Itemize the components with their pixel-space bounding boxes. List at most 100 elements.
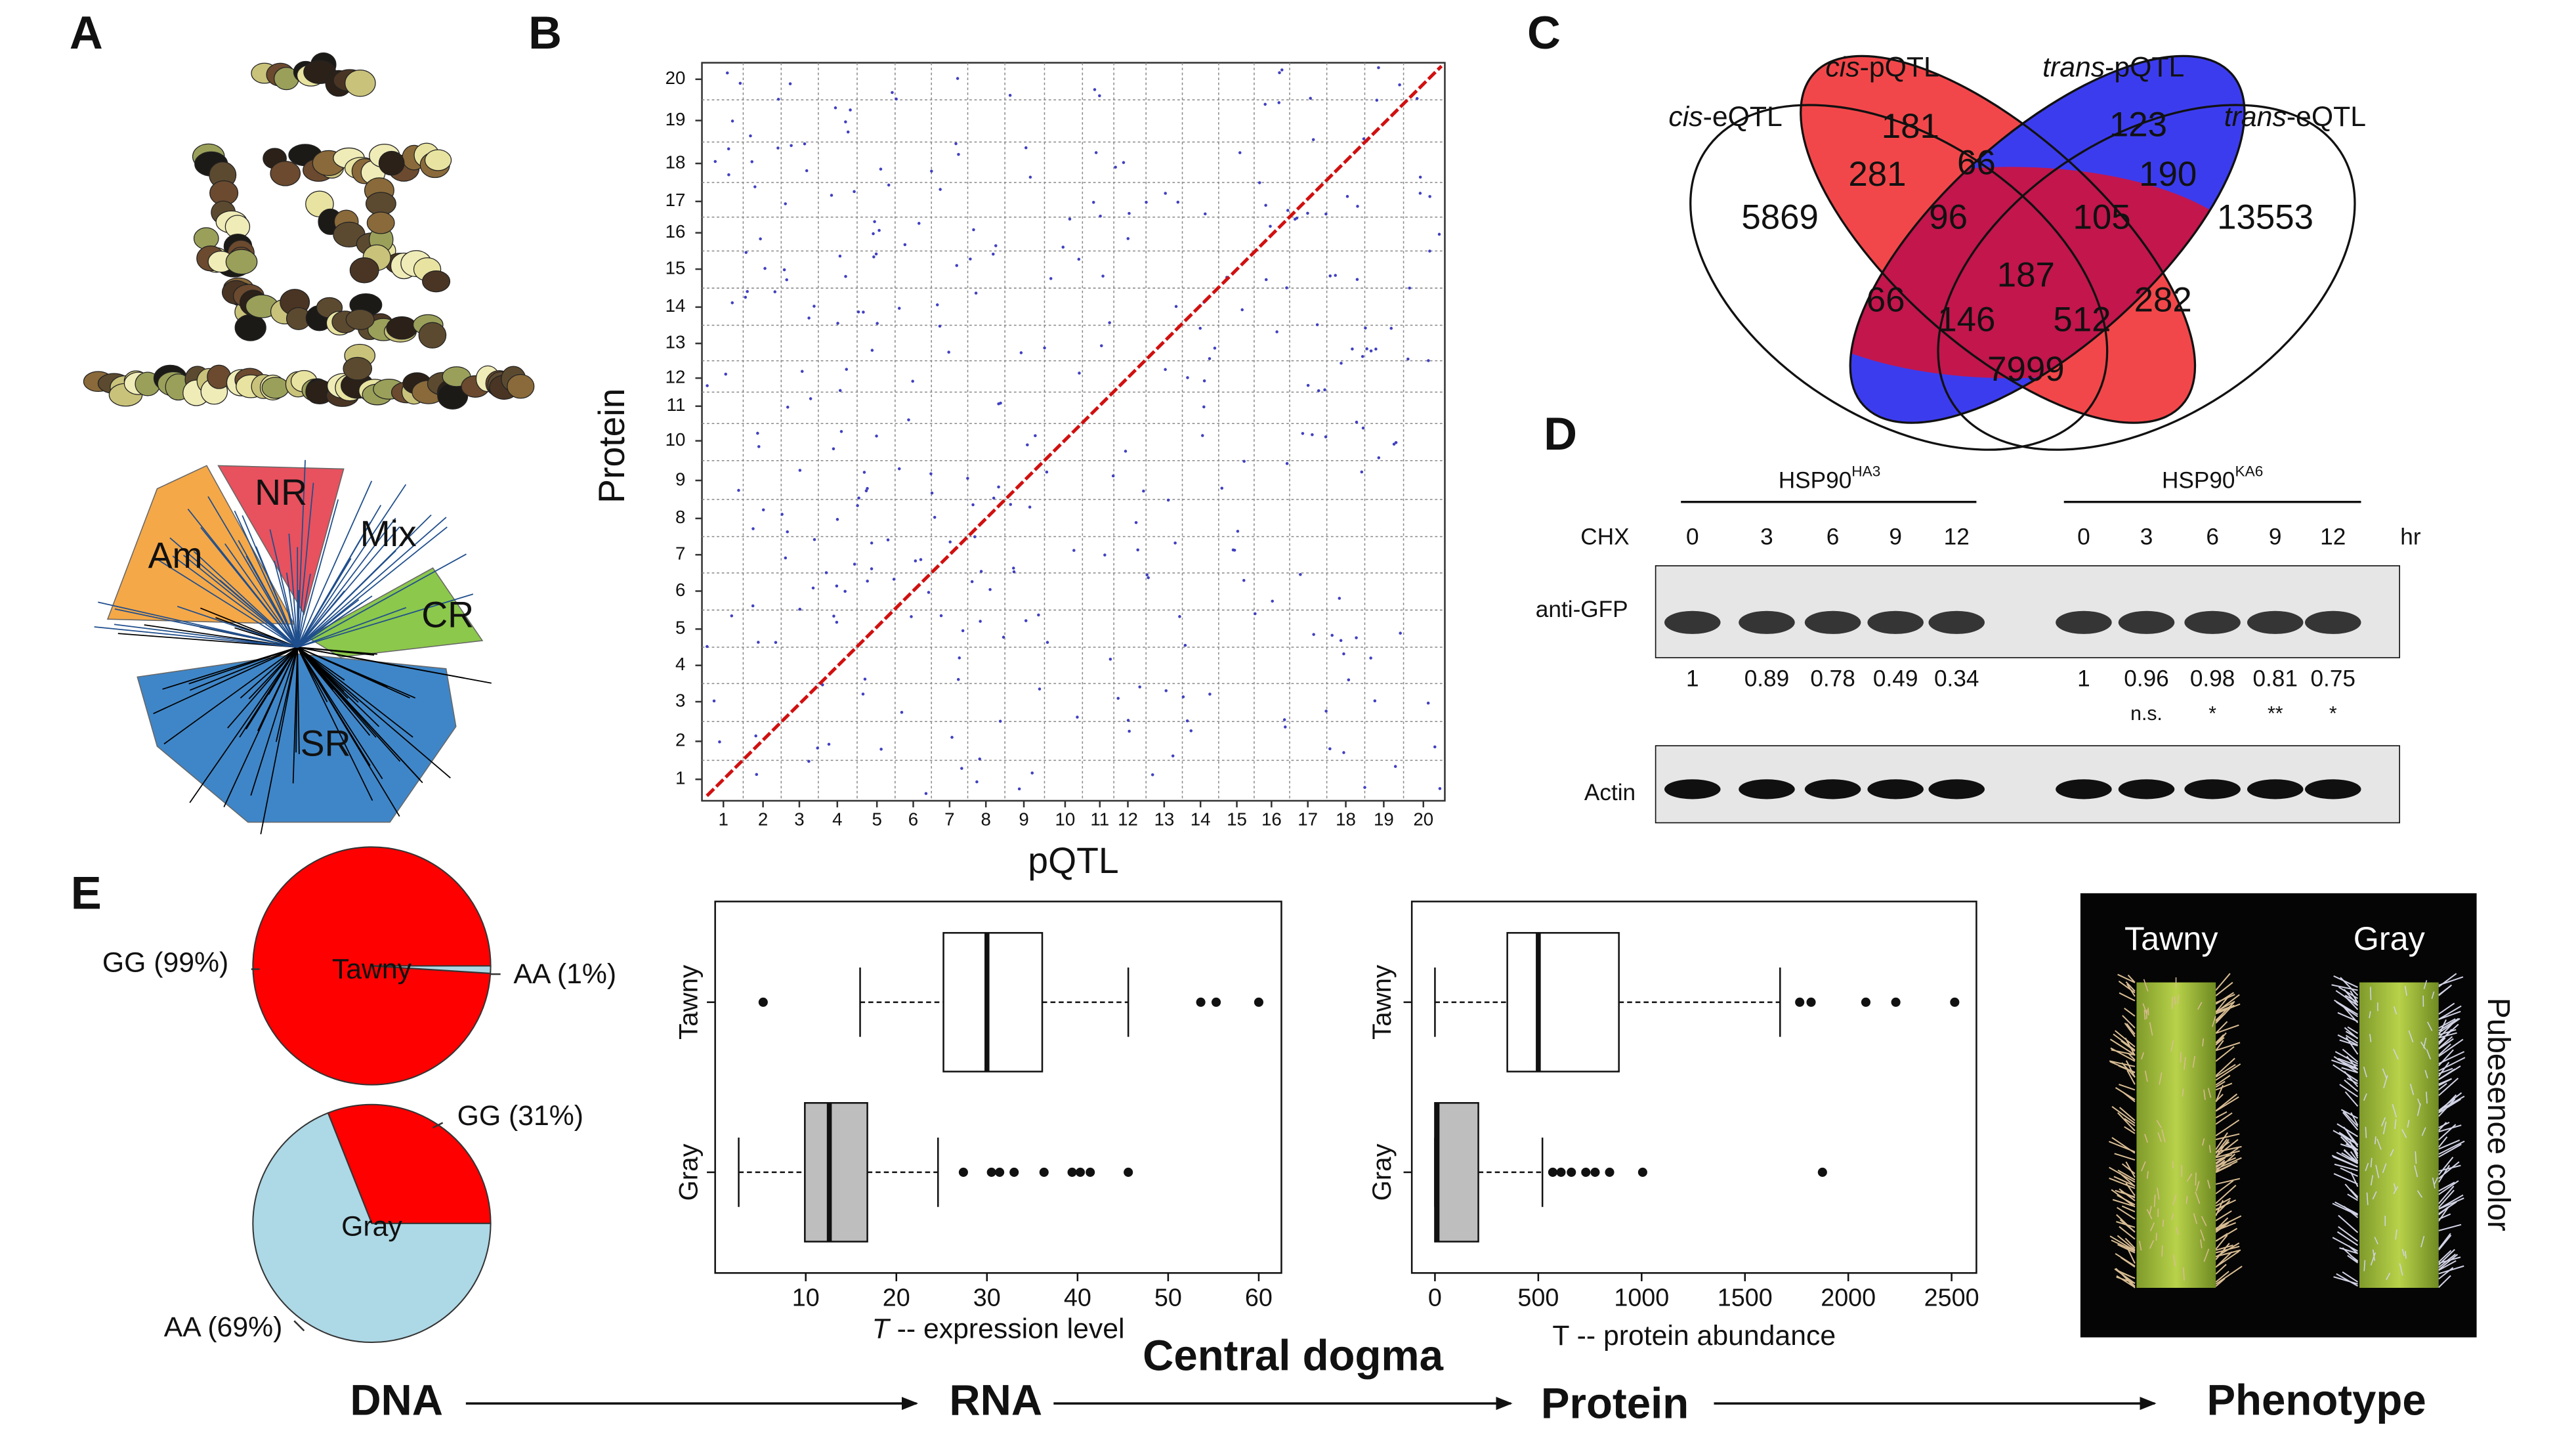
bean <box>422 270 451 293</box>
qtl-dot <box>1269 224 1272 228</box>
qtl-dot <box>975 780 979 784</box>
qtl-dot <box>911 379 914 383</box>
qtl-dot <box>1257 181 1261 184</box>
hair <box>2215 1006 2232 1024</box>
hair <box>2438 1194 2464 1210</box>
qtl-dot <box>1186 376 1189 379</box>
x-tick-label: 10 <box>1055 809 1076 829</box>
venn-count: 146 <box>1937 300 1995 339</box>
tree-branch <box>200 607 298 648</box>
qtl-dot <box>1126 237 1130 240</box>
venn-outline <box>1689 104 2109 451</box>
qtl-dot <box>1389 326 1393 330</box>
time-label: 12 <box>2320 524 2346 549</box>
hair <box>2215 1057 2235 1076</box>
axis-title: pQTL <box>1028 840 1118 881</box>
band <box>2056 610 2112 634</box>
qtl-dot <box>1176 200 1180 204</box>
tree-branch <box>297 574 311 648</box>
x-tick-label: 1 <box>719 809 728 829</box>
qtl-dot <box>1311 138 1315 141</box>
tree-branch <box>207 496 299 648</box>
hair <box>2215 1233 2228 1242</box>
qtl-dot <box>1078 372 1081 375</box>
qtl-dot <box>857 496 860 500</box>
qtl-dot <box>887 183 891 187</box>
qtl-dot <box>978 757 981 761</box>
qtl-dot <box>862 471 866 474</box>
hair <box>2215 1096 2239 1112</box>
group-name: HSP90 <box>2162 468 2235 494</box>
hair <box>2438 1032 2457 1039</box>
y-tick-label: 10 <box>665 429 686 450</box>
category-label: Gray <box>1367 1143 1397 1201</box>
qtl-dot <box>1114 165 1117 169</box>
qtl-dot <box>1012 566 1015 570</box>
qtl-dot <box>861 692 865 696</box>
hair <box>2346 1055 2359 1071</box>
x-tick-label: 0 <box>1428 1284 1442 1311</box>
qtl-dot <box>1240 308 1244 312</box>
hair <box>2346 1077 2358 1084</box>
qtl-dot <box>1220 486 1224 490</box>
qtl-dot <box>835 620 839 624</box>
hair <box>2417 1190 2423 1198</box>
hair <box>2390 1149 2394 1157</box>
tree-branch <box>297 521 371 648</box>
tree-branch <box>224 543 298 648</box>
hair <box>2215 1093 2238 1112</box>
qtl-dot <box>957 152 960 156</box>
hair <box>2111 1239 2136 1252</box>
qtl-dot <box>844 120 847 123</box>
tree-branch <box>297 647 348 699</box>
qtl-dot <box>1164 689 1168 692</box>
clade-label: Am <box>148 535 203 576</box>
tree-branch <box>297 647 377 655</box>
hair <box>2347 1026 2359 1034</box>
qtl-dot <box>1324 435 1328 438</box>
qtl-dot <box>924 792 928 796</box>
hair <box>2122 1015 2136 1029</box>
hair <box>2345 1031 2358 1039</box>
y-tick-label: 5 <box>675 618 685 638</box>
qtl-dot <box>992 252 995 256</box>
outlier <box>1795 997 1805 1007</box>
hair <box>2215 1004 2235 1013</box>
x-tick-label: 60 <box>1245 1284 1273 1311</box>
band <box>1804 610 1861 634</box>
qtl-dot <box>1355 636 1358 639</box>
hair <box>2149 1206 2152 1214</box>
hair <box>2369 1011 2371 1019</box>
category-label: Gray <box>674 1143 704 1201</box>
qtl-dot <box>1008 93 1012 97</box>
qtl-dot <box>846 130 850 134</box>
qtl-dot <box>897 307 901 310</box>
qtl-dot <box>834 106 837 110</box>
hair <box>2438 1256 2461 1264</box>
qtl-dot <box>988 587 992 591</box>
qtl-dot <box>872 232 875 236</box>
box <box>804 1102 868 1243</box>
hair <box>2399 1263 2403 1276</box>
outlier <box>1891 997 1901 1007</box>
hair <box>2215 1250 2240 1268</box>
hair <box>2215 994 2235 1004</box>
outlier <box>1124 1167 1133 1177</box>
hair <box>2121 1205 2136 1213</box>
qtl-dot <box>862 310 865 314</box>
outlier <box>1637 1167 1647 1177</box>
qtl-dot <box>756 431 759 435</box>
qtl-dot <box>1306 211 1309 215</box>
qtl-dot <box>730 119 734 123</box>
qtl-dot <box>1408 286 1411 290</box>
hair <box>2438 1017 2460 1034</box>
tree-branch <box>297 499 339 648</box>
box <box>1506 931 1620 1073</box>
hair <box>2193 1213 2198 1224</box>
hair <box>2215 1032 2227 1046</box>
tree-branch <box>292 647 299 784</box>
qtl-dot <box>954 142 958 146</box>
hair <box>2372 1249 2375 1261</box>
hair <box>2438 1005 2462 1020</box>
hair <box>2215 1139 2239 1158</box>
